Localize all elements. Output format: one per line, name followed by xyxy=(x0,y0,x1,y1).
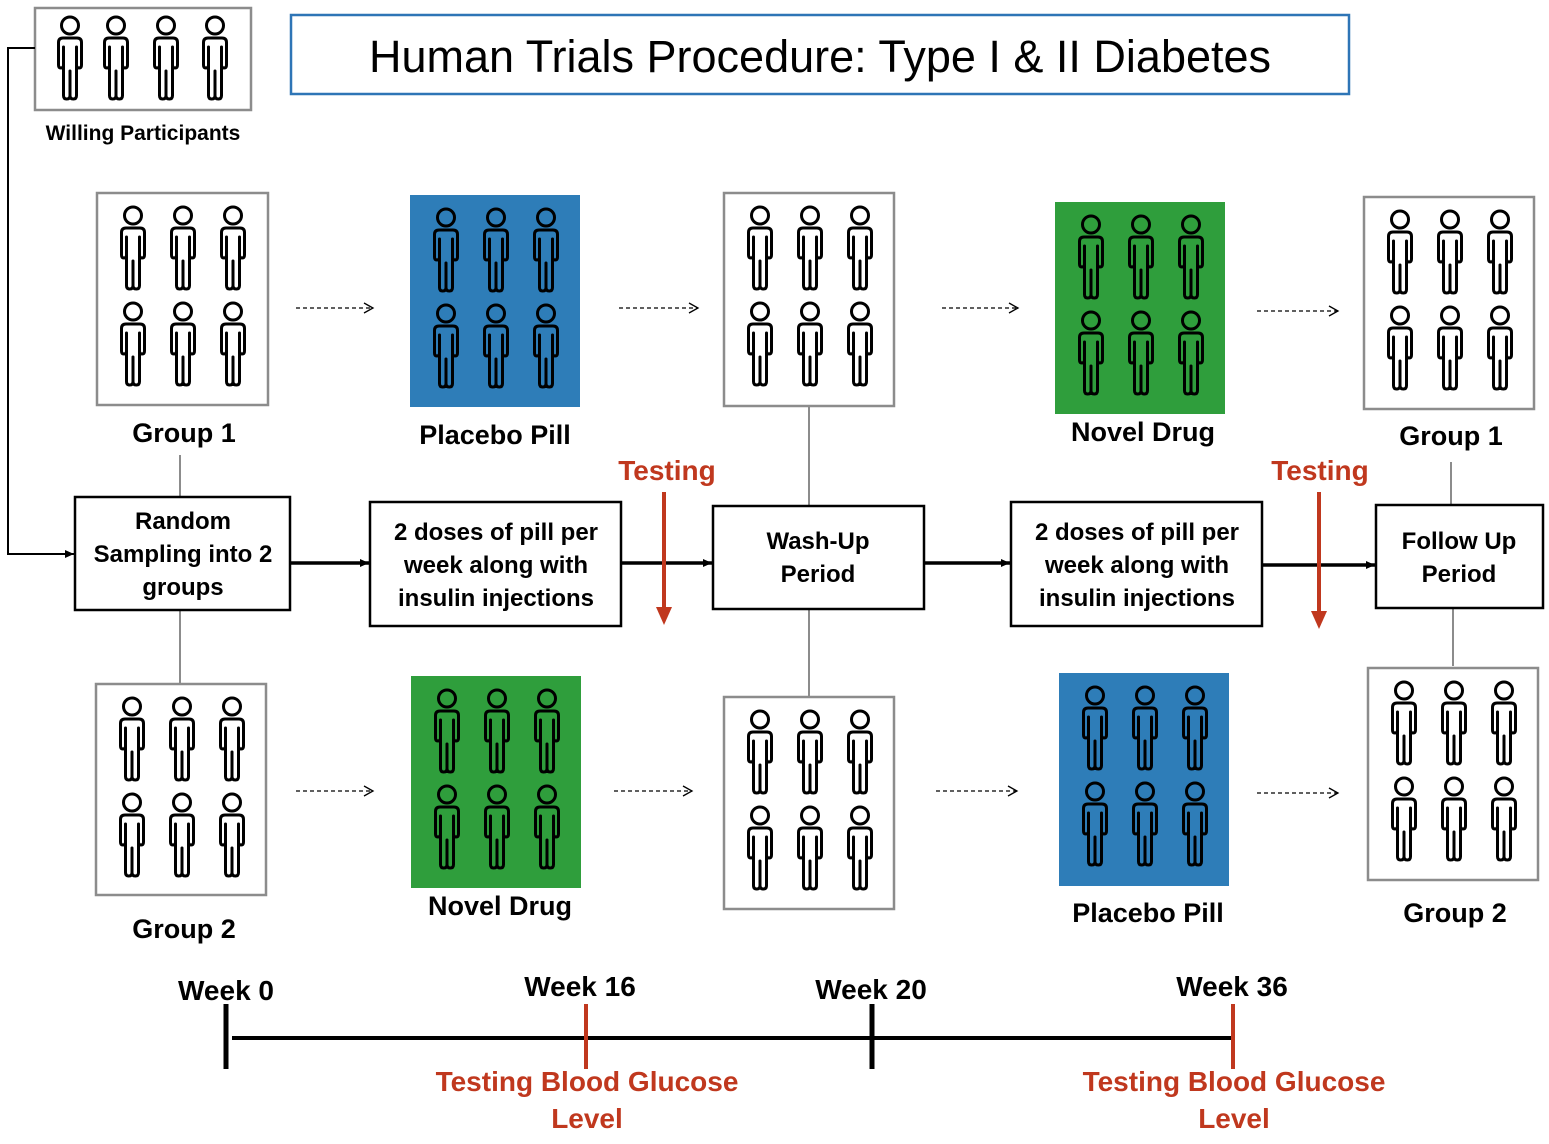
dosing-1-line-1: 2 doses of pill per xyxy=(394,519,598,546)
followup-box xyxy=(1374,503,1545,610)
washup-bottom-box xyxy=(722,695,896,911)
bottom-first-treatment-label: Novel Drug xyxy=(428,891,572,921)
dosing-2-line-1: 2 doses of pill per xyxy=(1035,519,1239,546)
top-first-treatment-label: Placebo Pill xyxy=(419,420,571,450)
followup-line-2: Period xyxy=(1422,561,1497,588)
week-0-label: Week 0 xyxy=(178,975,274,1006)
testing-note-1-line-2: Level xyxy=(551,1103,623,1134)
bottom-second-treatment-label: Placebo Pill xyxy=(1072,898,1224,928)
group2-end-box xyxy=(1366,666,1540,882)
washup-line-1: Wash-Up xyxy=(766,528,869,555)
dosing-2-line-3: insulin injections xyxy=(1039,585,1235,612)
group1-end-box xyxy=(1362,195,1536,411)
testing-label-2: Testing xyxy=(1271,455,1368,486)
group1-start-label: Group 1 xyxy=(132,418,236,448)
page-title: Human Trials Procedure: Type I & II Diab… xyxy=(369,31,1271,82)
group-connectors xyxy=(179,406,1454,697)
participants-label: Willing Participants xyxy=(46,122,241,145)
week-16-label: Week 16 xyxy=(524,971,636,1002)
week-20-label: Week 20 xyxy=(815,974,927,1005)
dosing-1-line-3: insulin injections xyxy=(398,585,594,612)
top-second-treatment-label: Novel Drug xyxy=(1071,417,1215,447)
washup-top-box xyxy=(722,191,896,408)
dosing-box-2 xyxy=(1009,500,1264,628)
random-sampling-line-2: Sampling into 2 xyxy=(94,541,273,568)
title-box xyxy=(289,13,1351,96)
group2-end-label: Group 2 xyxy=(1403,898,1507,928)
group2-start-box xyxy=(94,682,268,897)
dosing-2-line-2: week along with xyxy=(1044,552,1229,579)
dosing-box-1 xyxy=(368,500,623,628)
testing-label-1: Testing xyxy=(618,455,715,486)
participants-connector xyxy=(7,47,74,558)
dashed-arrows xyxy=(296,302,1340,799)
top-second-treatment-box xyxy=(1055,202,1225,414)
dosing-1-line-2: week along with xyxy=(403,552,588,579)
washup-box xyxy=(711,504,926,611)
testing-note-1-line-1: Testing Blood Glucose xyxy=(436,1066,739,1097)
washup-line-2: Period xyxy=(781,561,856,588)
week-36-label: Week 36 xyxy=(1176,971,1288,1002)
timeline: Week 0 Week 16 Week 20 Week 36 Testing B… xyxy=(178,971,1385,1134)
top-first-treatment-box xyxy=(410,195,580,407)
testing-note-2-line-2: Level xyxy=(1198,1103,1270,1134)
participants-pool xyxy=(33,6,253,112)
bottom-second-treatment-box xyxy=(1059,673,1229,886)
bottom-first-treatment-box xyxy=(411,676,581,888)
random-sampling-line-3: groups xyxy=(142,574,223,601)
group1-end-label: Group 1 xyxy=(1399,421,1503,451)
followup-line-1: Follow Up xyxy=(1402,528,1517,555)
random-sampling-box xyxy=(73,495,292,612)
testing-note-2-line-1: Testing Blood Glucose xyxy=(1083,1066,1386,1097)
group-boxes xyxy=(94,191,1540,911)
group2-start-label: Group 2 xyxy=(132,914,236,944)
group1-start-box xyxy=(95,191,270,407)
random-sampling-line-1: Random xyxy=(135,508,231,535)
